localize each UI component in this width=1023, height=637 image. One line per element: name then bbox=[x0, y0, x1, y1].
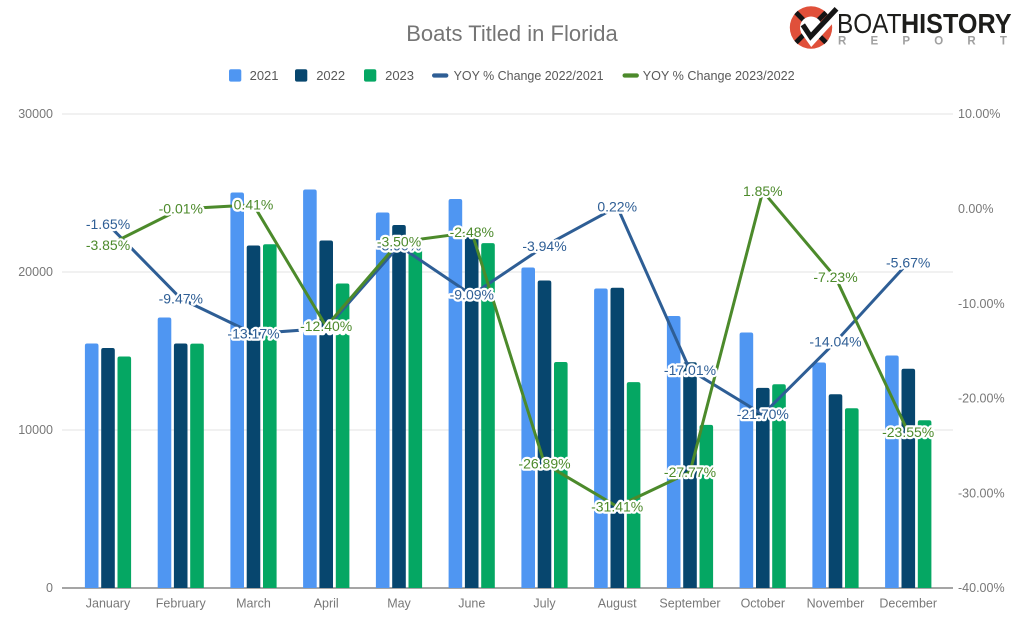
svg-text:October: October bbox=[741, 597, 785, 611]
svg-text:-31.41%: -31.41% bbox=[591, 498, 643, 514]
svg-text:-3.85%: -3.85% bbox=[86, 237, 130, 253]
svg-text:2023: 2023 bbox=[385, 68, 414, 83]
svg-text:-30.00%: -30.00% bbox=[958, 486, 1005, 500]
svg-text:-14.04%: -14.04% bbox=[809, 334, 861, 350]
svg-text:-9.47%: -9.47% bbox=[159, 290, 203, 306]
svg-text:January: January bbox=[86, 597, 131, 611]
svg-text:-40.00%: -40.00% bbox=[958, 581, 1005, 595]
svg-text:2022: 2022 bbox=[316, 68, 345, 83]
svg-text:-2.48%: -2.48% bbox=[450, 224, 494, 240]
svg-text:-27.77%: -27.77% bbox=[664, 464, 716, 480]
svg-text:February: February bbox=[156, 597, 207, 611]
svg-text:REPORT: REPORT bbox=[838, 35, 1023, 47]
svg-text:20000: 20000 bbox=[18, 265, 53, 279]
svg-text:-3.50%: -3.50% bbox=[377, 234, 421, 250]
svg-text:YOY % Change 2022/2021: YOY % Change 2022/2021 bbox=[454, 68, 604, 83]
svg-text:YOY % Change 2023/2022: YOY % Change 2023/2022 bbox=[643, 68, 795, 83]
svg-text:-17.01%: -17.01% bbox=[664, 362, 716, 378]
svg-text:-0.01%: -0.01% bbox=[159, 201, 203, 217]
svg-text:Boats Titled in Florida: Boats Titled in Florida bbox=[406, 21, 618, 46]
svg-text:April: April bbox=[314, 597, 339, 611]
svg-text:-9.09%: -9.09% bbox=[450, 287, 494, 303]
svg-text:-12.43%: -12.43% bbox=[300, 320, 352, 336]
svg-text:-26.89%: -26.89% bbox=[518, 455, 570, 471]
svg-text:1.85%: 1.85% bbox=[743, 183, 783, 199]
svg-text:-7.23%: -7.23% bbox=[813, 269, 857, 285]
svg-text:0.41%: 0.41% bbox=[234, 197, 274, 213]
svg-text:-1.65%: -1.65% bbox=[86, 216, 130, 232]
svg-text:HISTORY: HISTORY bbox=[901, 8, 1012, 39]
svg-text:May: May bbox=[387, 597, 411, 611]
svg-text:July: July bbox=[533, 597, 556, 611]
svg-text:-3.94%: -3.94% bbox=[522, 238, 566, 254]
svg-text:August: August bbox=[598, 597, 637, 611]
svg-text:-20.00%: -20.00% bbox=[958, 392, 1005, 406]
svg-text:December: December bbox=[879, 597, 937, 611]
svg-text:-5.67%: -5.67% bbox=[886, 254, 930, 270]
svg-text:0.00%: 0.00% bbox=[958, 202, 993, 216]
svg-text:2021: 2021 bbox=[250, 68, 279, 83]
svg-text:March: March bbox=[236, 597, 271, 611]
svg-text:-13.17%: -13.17% bbox=[227, 325, 279, 341]
svg-text:June: June bbox=[458, 597, 485, 611]
svg-text:0.22%: 0.22% bbox=[597, 198, 637, 214]
svg-text:September: September bbox=[659, 597, 720, 611]
svg-text:-3.90%: -3.90% bbox=[377, 238, 421, 254]
svg-text:-12.40%: -12.40% bbox=[300, 318, 352, 334]
svg-text:-21.70%: -21.70% bbox=[737, 406, 789, 422]
svg-text:-10.00%: -10.00% bbox=[958, 297, 1005, 311]
svg-text:10000: 10000 bbox=[18, 423, 53, 437]
svg-text:November: November bbox=[807, 597, 865, 611]
svg-text:-23.55%: -23.55% bbox=[882, 424, 934, 440]
svg-text:0: 0 bbox=[46, 581, 53, 595]
svg-text:30000: 30000 bbox=[18, 107, 53, 121]
svg-text:BOAT: BOAT bbox=[837, 8, 902, 39]
svg-text:10.00%: 10.00% bbox=[958, 107, 1000, 121]
